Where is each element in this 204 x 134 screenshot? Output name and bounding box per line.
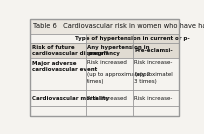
Text: Risk increased

(up to approximately 2
times): Risk increased (up to approximately 2 ti… — [87, 60, 151, 84]
Bar — [86, 34, 179, 43]
Text: Risk increase-: Risk increase- — [134, 96, 173, 101]
Text: Risk of future
cardiovascular diseaseᵃʸ: Risk of future cardiovascular diseaseᵃʸ — [31, 45, 108, 56]
Bar — [133, 107, 179, 116]
Text: Cardiovascular mortality: Cardiovascular mortality — [31, 96, 109, 101]
Text: Table 6   Cardiovascular risk in women who have had a hyp-: Table 6 Cardiovascular risk in women who… — [33, 23, 204, 29]
Text: Risk increased: Risk increased — [87, 96, 127, 101]
Bar — [133, 90, 179, 107]
Text: Pre-eclamsi-: Pre-eclamsi- — [134, 48, 173, 53]
Bar — [30, 34, 86, 43]
Bar — [86, 58, 133, 90]
Bar — [133, 43, 179, 58]
Bar — [86, 107, 133, 116]
Text: Risk increase-

(approximatel
3 times): Risk increase- (approximatel 3 times) — [134, 60, 173, 84]
Bar — [30, 107, 86, 116]
Text: Type of hypertension in current or p-: Type of hypertension in current or p- — [75, 36, 190, 41]
Bar — [30, 90, 86, 107]
Bar — [86, 43, 133, 58]
Text: Any hypertension in
pregnancy: Any hypertension in pregnancy — [87, 45, 150, 56]
Bar — [30, 19, 179, 34]
Bar — [30, 58, 86, 90]
Bar — [86, 90, 133, 107]
Bar — [133, 58, 179, 90]
Bar — [30, 43, 86, 58]
Text: Major adverse
cardiovascular event: Major adverse cardiovascular event — [31, 61, 97, 72]
